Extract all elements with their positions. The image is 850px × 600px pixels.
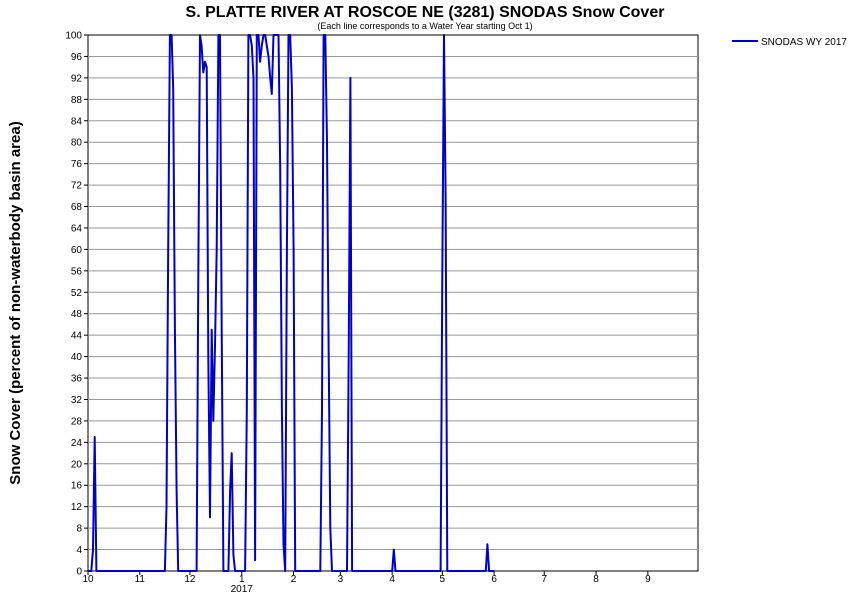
y-tick-label: 32 [71,395,83,406]
y-tick-label: 68 [71,202,83,213]
series-group [88,34,495,572]
y-tick-label: 52 [71,288,83,299]
y-tick-label: 56 [71,266,83,277]
x-tick-label: 1 [239,574,245,585]
y-axis-label: Snow Cover (percent of non-waterbody bas… [7,121,24,484]
y-tick-label: 48 [71,309,83,320]
y-tick-label: 72 [71,181,83,192]
chart-title: S. PLATTE RIVER AT ROSCOE NE (3281) SNOD… [186,4,665,21]
y-tick-label: 92 [71,73,83,84]
x-tick-label: 9 [645,574,651,585]
y-tick-label: 24 [71,438,83,449]
y-tick-label: 44 [71,331,83,342]
y-tick-label: 28 [71,416,83,427]
x-tick-label: 3 [338,574,344,585]
y-tick-label: 88 [71,95,83,106]
y-tick-label: 80 [71,138,83,149]
x-tick-label: 5 [440,574,446,585]
y-axis: 0481216202428323640444852566064687276808… [65,31,88,578]
plot-area [87,34,699,572]
x-tick-label: 2 [291,574,297,585]
y-tick-label: 16 [71,481,83,492]
y-tick-label: 8 [76,524,82,535]
y-tick-label: 0 [76,567,82,578]
y-tick-label: 76 [71,159,83,170]
x-tick-label: 7 [541,574,547,585]
y-tick-label: 60 [71,245,83,256]
y-tick-label: 40 [71,352,83,363]
series-line [88,34,495,572]
y-tick-label: 20 [71,459,83,470]
y-tick-label: 84 [71,116,83,127]
x-tick-label: 8 [593,574,599,585]
x-tick-label: 10 [82,574,94,585]
legend-label: SNODAS WY 2017 [761,37,847,48]
chart-subtitle: (Each line corresponds to a Water Year s… [317,21,532,31]
y-tick-label: 64 [71,223,83,234]
x-tick-label: 11 [135,574,146,585]
x-tick-label: 4 [389,574,395,585]
x-year-label: 2017 [231,584,254,595]
y-tick-label: 100 [65,31,82,42]
grid-lines [88,55,698,551]
x-tick-label: 6 [491,574,497,585]
y-tick-label: 36 [71,374,83,385]
y-tick-label: 96 [71,52,83,63]
y-tick-label: 4 [76,545,82,556]
x-tick-label: 12 [184,574,196,585]
legend: SNODAS WY 2017 [732,37,847,48]
plot-frame [87,34,699,572]
y-tick-label: 12 [71,502,83,513]
